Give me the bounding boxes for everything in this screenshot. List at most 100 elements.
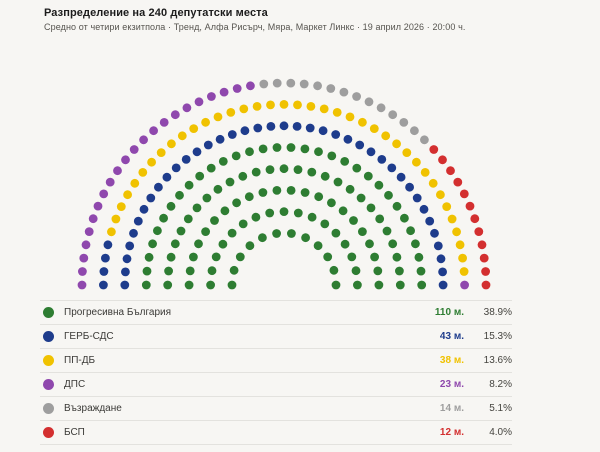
seat-dot: [192, 203, 202, 213]
seat-dot: [123, 190, 132, 200]
seat-dot: [396, 172, 406, 182]
seat-dot: [99, 189, 109, 199]
seat-dot: [343, 134, 353, 144]
party-percent: 4.0%: [489, 427, 512, 438]
seat-dot: [166, 201, 176, 211]
seat-dot: [189, 252, 198, 262]
seat-dot: [428, 178, 438, 188]
seat-dot: [213, 112, 223, 122]
seat-dot: [481, 280, 491, 290]
seat-dot: [251, 212, 261, 222]
seat-dot: [170, 110, 180, 120]
seat-dot: [207, 266, 217, 276]
party-seats: 12 м.: [439, 427, 464, 438]
seat-dot: [459, 189, 469, 199]
seat-dot: [293, 100, 302, 110]
seat-dot: [265, 208, 275, 218]
seat-dot: [352, 163, 362, 173]
seat-dot: [176, 226, 186, 236]
seat-dot: [266, 122, 276, 131]
seat-dot: [120, 280, 130, 290]
seat-dot: [411, 239, 420, 249]
party-name: Прогресивна България: [64, 307, 172, 318]
seat-dot: [402, 148, 412, 158]
seat-dot: [327, 198, 336, 208]
party-percent: 8.2%: [489, 379, 512, 390]
seat-dot: [218, 239, 228, 249]
seat-dot: [460, 280, 469, 290]
seat-dot: [227, 130, 237, 139]
seat-dot: [171, 163, 181, 173]
seat-dot: [162, 172, 172, 182]
party-color-dot: [43, 427, 54, 438]
seat-dot: [79, 253, 89, 263]
seat-dot: [406, 226, 415, 236]
seat-dot: [374, 280, 384, 290]
seat-dot: [395, 280, 405, 290]
seat-dot: [232, 84, 242, 93]
seat-dot: [293, 208, 303, 218]
seat-dot: [244, 192, 254, 202]
seat-dot: [420, 168, 430, 177]
seat-dot: [139, 204, 149, 214]
seat-dot: [226, 108, 236, 117]
seat-dot: [183, 214, 193, 224]
seat-dot: [331, 228, 341, 238]
seat-dot: [227, 280, 237, 290]
seat-dot: [436, 254, 446, 264]
seat-dot: [111, 214, 121, 224]
seat-dot: [125, 241, 135, 251]
seat-dot: [340, 157, 350, 166]
seat-dot: [433, 241, 443, 251]
seat-dot: [299, 79, 309, 89]
legend: Прогресивна България 110 м. 38.9% ГЕРБ-СДС 4…: [40, 300, 512, 445]
legend-row: Прогресивна България 110 м. 38.9%: [40, 300, 512, 324]
seat-dot: [387, 163, 397, 173]
seat-dot: [313, 81, 322, 91]
seat-dot: [465, 201, 475, 211]
seat-dot: [287, 229, 296, 238]
seat-dot: [405, 182, 414, 192]
seat-dot: [272, 229, 281, 238]
seat-dot: [105, 177, 115, 187]
seat-dot: [99, 280, 108, 290]
seat-dot: [159, 118, 169, 127]
seat-dot: [332, 108, 342, 117]
seat-dot: [319, 104, 329, 114]
seat-dot: [363, 171, 373, 181]
seat-dot: [252, 102, 262, 111]
seat-dot: [425, 216, 435, 226]
seat-dot: [420, 135, 429, 145]
seat-dot: [182, 103, 192, 113]
seat-dot: [184, 180, 194, 190]
seat-dot: [239, 104, 249, 114]
legend-row: ДПС 23 м. 8.2%: [40, 372, 512, 396]
seat-dot: [144, 252, 154, 262]
seat-dot: [99, 267, 109, 276]
seat-dot: [345, 112, 355, 122]
seat-dot: [279, 164, 289, 174]
seat-dot: [159, 213, 169, 223]
seat-dot: [272, 143, 282, 152]
party-seats: 23 м.: [439, 379, 464, 390]
seat-dot: [238, 219, 248, 229]
seat-dot: [395, 266, 404, 276]
seat-dot: [286, 186, 296, 195]
seat-dot: [392, 201, 402, 211]
seat-dot: [77, 280, 87, 290]
seat-dot: [258, 188, 268, 197]
seat-dot: [279, 100, 289, 109]
seat-dot: [452, 227, 461, 237]
seat-dot: [333, 177, 343, 187]
seat-dot: [175, 190, 184, 200]
seat-dot: [392, 252, 402, 262]
party-color-dot: [43, 331, 54, 342]
seat-dot: [377, 155, 387, 164]
party-name: БСП: [64, 427, 85, 438]
seat-dot: [381, 131, 391, 141]
seat-dot: [364, 97, 374, 107]
seat-dot: [189, 124, 199, 133]
party-percent: 15.3%: [483, 331, 512, 342]
seat-dot: [453, 177, 463, 187]
seat-dot: [138, 168, 148, 177]
